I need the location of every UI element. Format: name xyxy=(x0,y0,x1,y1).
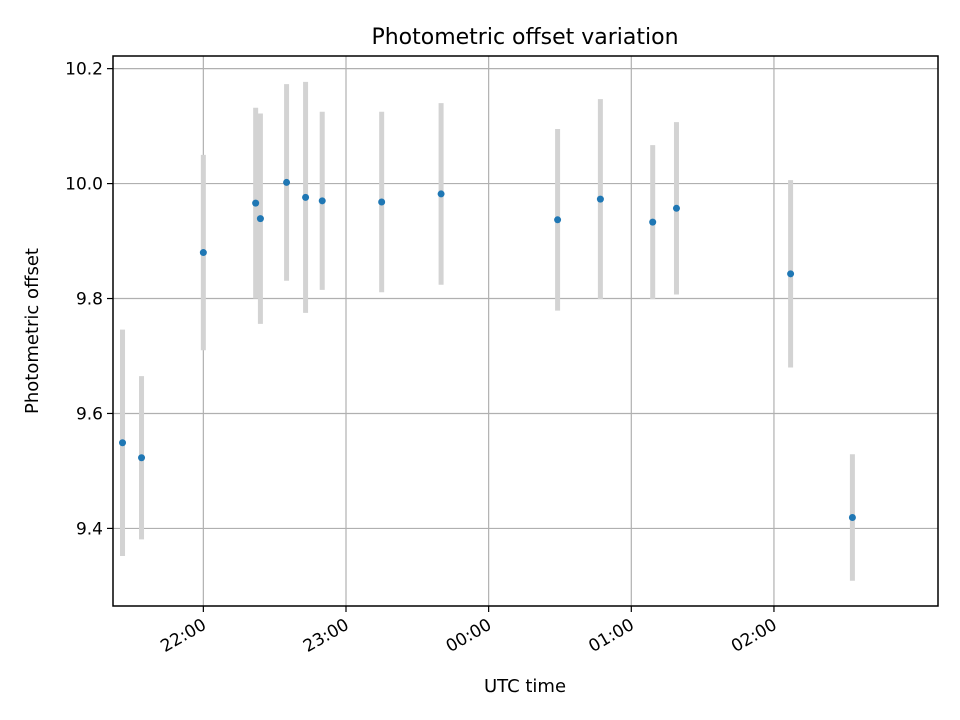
data-points xyxy=(119,178,856,521)
data-point xyxy=(252,199,260,207)
x-axis-ticks: 22:00 23:00 00:00 01:00 02:00 xyxy=(157,606,780,657)
data-point xyxy=(596,195,604,203)
error-bars xyxy=(120,81,855,581)
x-tick-label: 22:00 xyxy=(157,615,209,657)
data-point xyxy=(848,513,856,521)
chart-title: Photometric offset variation xyxy=(371,25,678,50)
x-tick-label: 01:00 xyxy=(585,615,637,657)
plot-frame xyxy=(112,55,939,607)
data-point xyxy=(554,216,562,224)
data-point xyxy=(119,439,127,447)
data-point xyxy=(318,197,326,205)
y-axis-ticks: 9.4 9.6 9.8 10.0 10.2 xyxy=(65,60,113,539)
data-point xyxy=(378,198,386,206)
y-tick-label: 9.8 xyxy=(76,290,103,310)
data-point xyxy=(283,178,291,186)
y-tick-label: 10.2 xyxy=(65,60,103,80)
y-tick-label: 9.4 xyxy=(76,519,103,539)
y-axis-label: Photometric offset xyxy=(22,248,43,414)
data-point xyxy=(302,193,310,201)
data-point xyxy=(199,249,207,257)
x-tick-label: 00:00 xyxy=(443,615,495,657)
data-point xyxy=(256,215,264,223)
x-tick-label: 23:00 xyxy=(300,615,352,657)
data-point xyxy=(437,190,445,198)
data-point xyxy=(672,204,680,212)
y-tick-label: 9.6 xyxy=(76,404,103,424)
x-tick-label: 02:00 xyxy=(728,615,780,657)
grid-lines xyxy=(113,56,938,606)
x-axis-label: UTC time xyxy=(484,676,566,697)
data-point xyxy=(787,270,795,278)
y-tick-label: 10.0 xyxy=(65,175,103,195)
data-point xyxy=(649,218,657,226)
data-point xyxy=(138,454,146,462)
